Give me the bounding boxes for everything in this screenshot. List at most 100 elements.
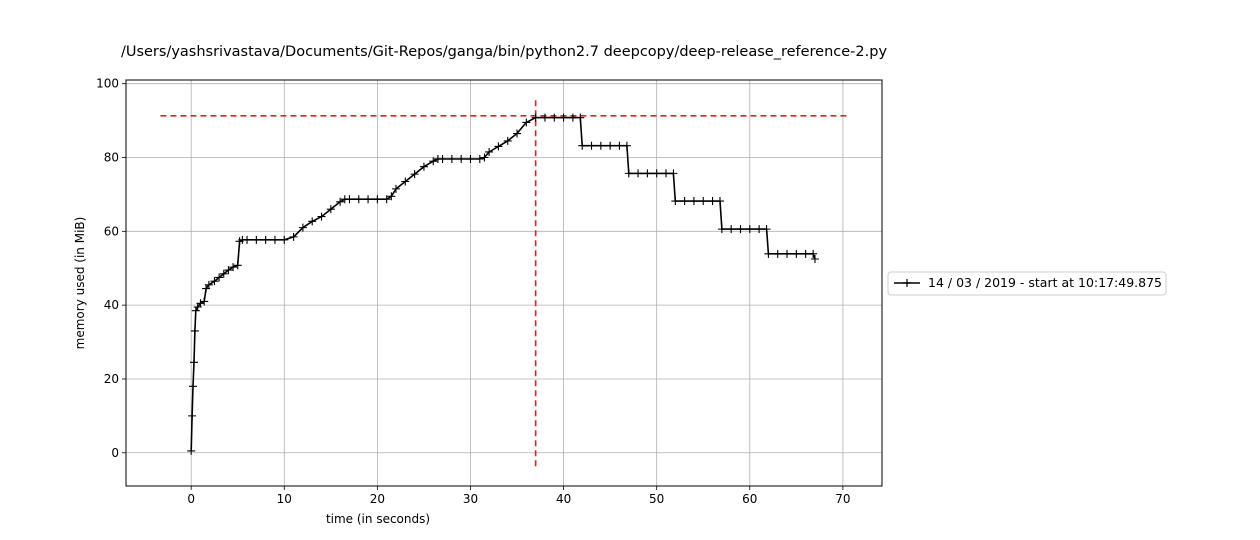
y-tick-label: 0 [111,446,119,460]
legend-entry-label: 14 / 03 / 2019 - start at 10:17:49.875 [928,275,1162,290]
data-point [671,197,680,206]
data-point [229,263,238,272]
chart-title: /Users/yashsrivastava/Documents/Git-Repo… [121,44,888,60]
data-point [578,141,587,150]
data-point [382,195,391,204]
x-tick-label: 60 [742,492,757,506]
y-tick-label: 40 [104,298,119,312]
data-point [438,154,447,163]
data-point [716,197,724,206]
data-point [308,217,317,226]
data-point [457,154,466,163]
y-tick-label: 60 [104,224,119,238]
data-point [475,154,484,163]
data-point [652,169,661,178]
data-point [345,195,354,204]
data-point [187,446,196,455]
legend: 14 / 03 / 2019 - start at 10:17:49.875 [887,271,1167,296]
data-point [210,277,219,286]
x-tick-label: 20 [370,492,385,506]
data-point [680,197,689,206]
series-line [190,116,816,451]
data-point [494,142,503,151]
data-point [298,223,307,232]
y-tick-label: 80 [104,151,119,165]
data-point [513,129,522,138]
data-point [189,358,198,367]
data-point [204,280,213,289]
data-point [219,269,228,278]
y-tick-label: 100 [96,77,119,91]
data-point [364,195,373,204]
data-point [243,235,252,244]
data-point [783,249,792,258]
data-point [480,153,489,162]
data-point [662,169,670,178]
data-point [317,212,326,221]
plot-frame [125,79,883,487]
data-point [261,235,270,244]
data-point [708,197,717,206]
data-point [615,141,624,150]
data-point [280,235,289,244]
data-point [190,326,199,335]
data-point [354,195,363,204]
x-axis-ticks: 0 10 20 30 40 50 60 70 [187,486,851,506]
data-point [576,113,585,122]
x-tick-label: 40 [556,492,571,506]
data-point [215,273,224,282]
x-tick-label: 10 [277,492,292,506]
data-point [189,382,198,391]
data-point [200,297,209,306]
data-point [643,169,652,178]
data-point [568,113,577,122]
data-point [717,225,726,234]
x-tick-label: 70 [835,492,850,506]
y-axis-label: memory used (in MiB) [73,217,87,350]
data-point [773,249,782,258]
data-point [196,299,205,308]
data-point [326,205,335,214]
data-point [745,225,754,234]
data-point [699,197,708,206]
data-point [410,170,419,179]
data-point [622,141,631,150]
data-point [801,249,810,258]
data-point [634,169,643,178]
x-tick-label: 30 [463,492,478,506]
data-point [447,154,456,163]
data-point [289,232,298,241]
data-point [689,197,698,206]
data-point [762,225,771,234]
legend-marker-plus [903,279,911,287]
data-point [419,162,428,171]
data-point [764,249,773,258]
legend-box [887,271,1167,296]
data-point [727,225,736,234]
data-point [387,192,396,201]
data-point [373,195,382,204]
data-point [624,169,633,178]
data-point [596,141,605,150]
data-point [233,261,242,270]
data-point [429,157,438,166]
data-point [188,411,197,420]
x-tick-label: 0 [187,492,195,506]
data-point [522,118,531,127]
data-point [392,184,400,193]
data-point [224,266,233,275]
data-point [191,306,200,315]
series-layer [187,113,819,455]
data-point [336,197,345,206]
data-point [485,147,494,156]
data-point [270,235,279,244]
x-axis-label: time (in seconds) [326,512,430,526]
y-tick-label: 20 [104,372,119,386]
data-point [792,249,801,258]
data-point [669,169,678,178]
data-point [809,249,818,258]
data-point [606,141,615,150]
data-point [810,255,819,264]
data-point [755,225,764,234]
